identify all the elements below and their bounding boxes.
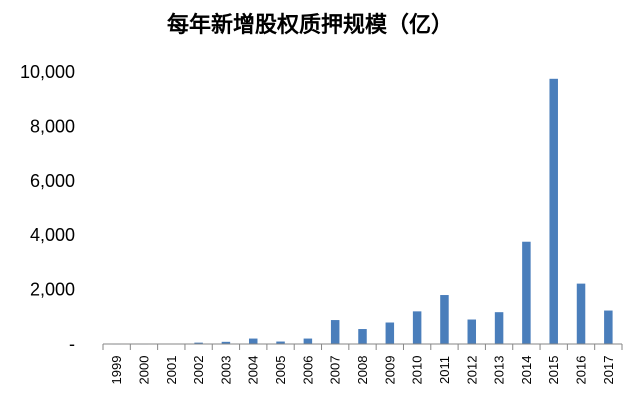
x-tick-label: 2011 — [437, 356, 452, 384]
bar-2004 — [248, 338, 258, 344]
x-tick-label: 2009 — [382, 356, 397, 385]
y-axis-ticks: - 2,000 4,000 6,000 8,000 10,000 — [20, 62, 75, 354]
x-tick-label: 2004 — [246, 356, 261, 385]
bar-2010 — [412, 311, 422, 344]
x-tick-label: 2006 — [300, 356, 315, 385]
x-tick-label: 2017 — [601, 356, 616, 385]
bar-2016 — [576, 283, 586, 344]
x-tick-label: 2010 — [410, 356, 425, 385]
bar-2011 — [440, 295, 449, 344]
chart-title: 每年新增股权质押规模（亿） — [167, 12, 453, 38]
y-tick-label: 6,000 — [30, 171, 75, 191]
x-axis-ticks: 1999 2000 2001 2002 2003 2004 2005 2006 2007 2008… — [102, 344, 623, 385]
x-tick-label: 2012 — [464, 356, 479, 385]
bar-2012 — [467, 319, 477, 344]
x-tick-label: 2001 — [164, 356, 179, 385]
bar-2008 — [358, 329, 367, 344]
y-tick-label: 10,000 — [20, 62, 75, 82]
x-tick-label: 2008 — [355, 356, 370, 385]
x-tick-label: 2013 — [492, 356, 507, 385]
y-tick-label: 2,000 — [30, 280, 75, 300]
bar-2009 — [385, 322, 395, 344]
bar-2006 — [303, 338, 313, 344]
bar-2003 — [221, 341, 231, 344]
x-tick-label: 2014 — [519, 356, 534, 385]
bars — [112, 78, 613, 345]
x-tick-label: 2002 — [191, 356, 206, 385]
x-tick-label: 2015 — [546, 356, 561, 385]
x-tick-label: 1999 — [109, 356, 124, 385]
y-tick-label: 8,000 — [30, 116, 75, 136]
bar-2007 — [330, 320, 340, 344]
bar-2013 — [494, 312, 504, 344]
x-tick-label: 2003 — [218, 356, 233, 385]
bar-2015 — [549, 78, 558, 345]
x-tick-label: 2007 — [328, 356, 343, 385]
bar-2014 — [522, 241, 531, 344]
x-tick-label: 2016 — [574, 356, 589, 385]
bar-2017 — [604, 310, 613, 344]
bar-2002 — [194, 342, 203, 344]
x-tick-label: 2000 — [136, 356, 151, 385]
bar-2005 — [276, 341, 285, 344]
y-tick-label: - — [69, 334, 75, 354]
x-tick-label: 2005 — [273, 356, 288, 385]
y-tick-label: 4,000 — [30, 225, 75, 245]
